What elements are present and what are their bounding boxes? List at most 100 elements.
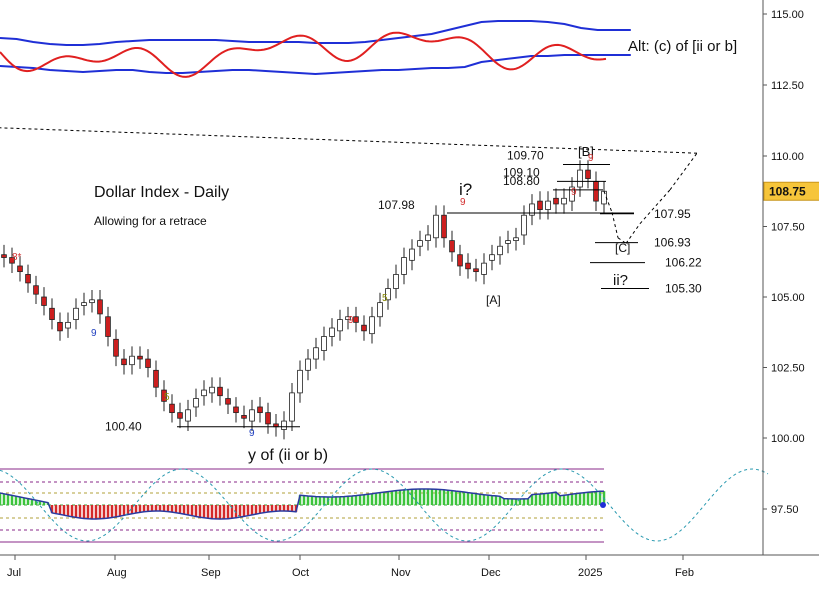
price-candle <box>561 197 567 205</box>
price-candle <box>137 355 143 360</box>
price-candle <box>177 412 183 419</box>
price-candle <box>57 321 63 332</box>
price-candle <box>217 386 223 397</box>
y-tick-label: 102.50 <box>771 363 805 375</box>
forecast-path-segment <box>625 223 641 244</box>
top-oscillator-panel <box>0 20 631 78</box>
count-label: 8* <box>12 252 22 263</box>
wave-label: [A] <box>486 293 501 307</box>
price-candle <box>25 274 31 284</box>
forecast-path-segment <box>669 152 698 191</box>
count-label: 9 <box>91 328 97 339</box>
y-tick-label: 105.00 <box>771 292 805 304</box>
x-tick-label: Feb <box>675 567 694 579</box>
wave-label: y of (ii or b) <box>248 447 328 464</box>
price-candle <box>321 336 327 351</box>
price-candle <box>225 398 231 405</box>
alt-count-label: Alt: (c) of [ii or b] <box>628 38 737 55</box>
price-candle <box>233 406 239 414</box>
last-price-marker <box>763 181 819 201</box>
price-candle <box>385 288 391 301</box>
price-candle <box>33 285 39 295</box>
count-label: 9 <box>571 187 577 198</box>
x-tick-label: Aug <box>107 567 127 579</box>
price-panel <box>0 127 698 440</box>
chart-title: Dollar Index - Daily <box>94 184 229 201</box>
price-candle <box>113 338 119 357</box>
price-level-label: 109.70 <box>507 148 544 162</box>
price-candle <box>73 307 79 320</box>
price-candle <box>89 299 95 304</box>
price-candle <box>305 358 311 371</box>
forecast-path-segment <box>611 212 619 238</box>
y-tick-label: 100.00 <box>771 433 805 445</box>
price-level-label: 109.10 <box>503 165 540 179</box>
price-candle <box>377 302 383 318</box>
forecast-path-segment <box>0 127 698 154</box>
price-candle <box>329 327 335 337</box>
price-level-label: 100.40 <box>105 420 142 434</box>
price-candle <box>41 296 47 306</box>
oscillator-line <box>0 31 607 78</box>
wave-label: i? <box>459 180 472 199</box>
price-candle <box>433 214 439 239</box>
forecast-path-segment <box>639 189 671 225</box>
count-label: 9 <box>348 315 354 326</box>
price-level-label: 106.93 <box>654 236 691 250</box>
price-candle <box>577 169 583 188</box>
price-candle <box>457 254 463 267</box>
x-tick-label: Nov <box>391 567 411 579</box>
price-level-label: 107.98 <box>378 198 415 212</box>
price-candle <box>289 392 295 422</box>
y-tick-label: 107.50 <box>771 222 805 234</box>
price-candle <box>425 234 431 242</box>
price-candle <box>313 347 319 360</box>
price-candle <box>593 180 599 202</box>
price-level-label: 106.22 <box>665 256 702 270</box>
forecast-path-segment <box>603 191 613 213</box>
bottom-oscillator-panel <box>0 468 769 543</box>
price-candle <box>257 406 263 414</box>
price-candle <box>529 203 535 216</box>
price-candle <box>345 316 351 320</box>
price-candle <box>145 358 151 368</box>
price-candle <box>337 319 343 332</box>
y-tick-label: 115.00 <box>771 9 804 21</box>
x-tick-label: 2025 <box>578 567 602 579</box>
x-tick-label: Oct <box>292 567 309 579</box>
price-candle <box>81 302 87 306</box>
price-level-label: 107.95 <box>654 207 691 221</box>
price-candle <box>553 197 559 205</box>
wave-label: ii? <box>613 272 628 289</box>
price-candle <box>161 389 167 402</box>
price-candle <box>169 403 175 414</box>
count-label: 5 <box>164 392 170 403</box>
price-candle <box>513 237 519 241</box>
price-candle <box>409 248 415 261</box>
price-candle <box>473 268 479 273</box>
price-candle <box>465 262 471 270</box>
price-candle <box>105 316 111 337</box>
oscillator-signal-line <box>0 488 605 520</box>
price-candle <box>1 254 7 258</box>
price-candle <box>417 240 423 247</box>
price-candle <box>505 240 511 244</box>
price-candle <box>209 386 215 394</box>
oscillator-current-dot <box>600 502 606 508</box>
last-price-label: 108.75 <box>769 184 806 198</box>
price-candle <box>193 398 199 408</box>
price-candle <box>545 200 551 210</box>
price-candle <box>97 299 103 315</box>
wave-label: [C] <box>615 241 630 255</box>
price-candle <box>481 262 487 275</box>
count-label: 5 <box>382 293 388 304</box>
y-tick-label: 110.00 <box>771 151 804 163</box>
price-candle <box>129 355 135 366</box>
count-label: 9 <box>249 428 255 439</box>
price-candle <box>17 265 23 273</box>
y-tick-label: 97.50 <box>771 504 799 516</box>
price-candle <box>121 358 127 366</box>
